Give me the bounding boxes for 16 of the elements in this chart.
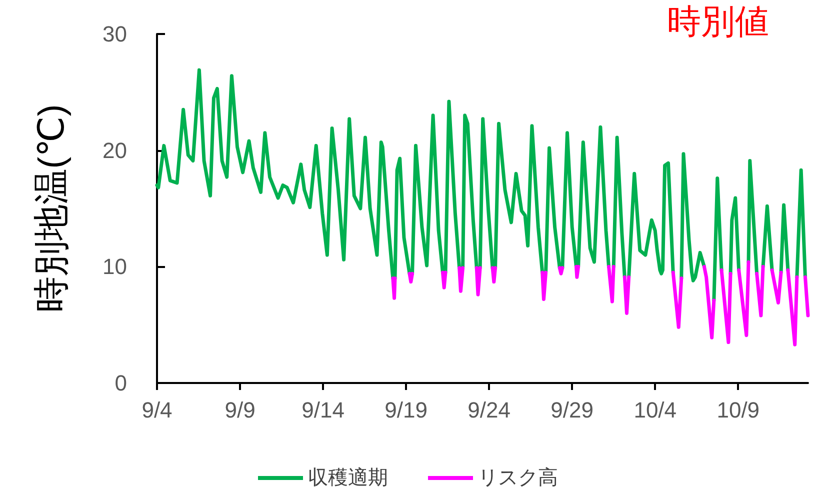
y-axis-title: 時別地温(℃) (30, 104, 72, 313)
x-tick-label: 9/4 (142, 398, 172, 422)
y-tick-label: 20 (102, 138, 127, 163)
y-tick-label: 30 (102, 22, 127, 46)
x-tick-label: 9/19 (384, 398, 428, 422)
x-tick-label: 10/9 (716, 398, 760, 422)
x-tick-label: 10/4 (634, 398, 677, 422)
legend-label: リスク高 (478, 466, 558, 489)
y-tick-label: 0 (114, 370, 127, 396)
x-tick-label: 9/24 (468, 398, 510, 422)
chart-title: 時別値 (667, 3, 769, 41)
x-tick-label: 9/9 (224, 398, 256, 422)
x-tick-label: 9/14 (302, 398, 344, 422)
y-tick-label: 10 (102, 254, 127, 280)
legend-label: 収穫適期 (308, 467, 388, 489)
x-tick-label: 9/29 (550, 398, 594, 422)
